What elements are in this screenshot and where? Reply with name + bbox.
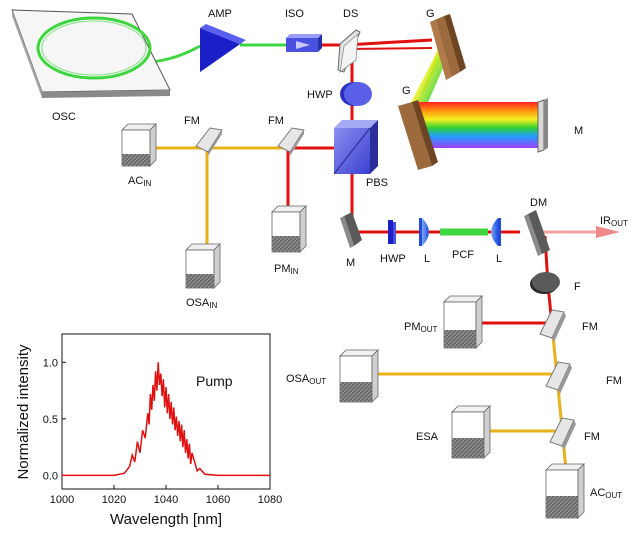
isolator: ISO bbox=[285, 8, 322, 52]
plot-series bbox=[62, 362, 270, 477]
ac-in-box: ACIN bbox=[121, 123, 157, 188]
fold-mirror-grating: M bbox=[537, 98, 583, 153]
amp-label: AMP bbox=[208, 8, 232, 20]
grating-top: G bbox=[426, 8, 466, 80]
hwp-top-label: HWP bbox=[307, 89, 333, 101]
grating-top-label: G bbox=[426, 8, 435, 20]
lens-right-label: L bbox=[496, 253, 502, 265]
plot-ylabel: Normalized intensity bbox=[15, 344, 32, 480]
ac-out-label: ACOUT bbox=[590, 487, 622, 500]
hwp-top: HWP bbox=[307, 82, 372, 106]
osa-out-label: OSAOUT bbox=[286, 373, 326, 386]
plot-title: Pump bbox=[196, 373, 233, 389]
pump-spectrum-plot: 1000 1020 1040 1060 1080 0.0 0.5 1.0 Pump Wavel… bbox=[15, 333, 283, 528]
beam-ds-g-lower bbox=[344, 47, 433, 50]
ds-label: DS bbox=[343, 8, 358, 20]
fm-left: FM bbox=[184, 115, 223, 156]
osa-out-box: OSAOUT bbox=[286, 349, 379, 403]
esa-label: ESA bbox=[416, 431, 439, 443]
fiber-osc-amp bbox=[149, 44, 201, 64]
ac-out-box: ACOUT bbox=[545, 463, 622, 519]
pm-out-box: PMOUT bbox=[404, 295, 483, 349]
lens-right: L bbox=[491, 218, 502, 265]
amplifier: AMP bbox=[200, 8, 246, 72]
osc-label: OSC bbox=[52, 111, 76, 123]
grating-left-body bbox=[398, 102, 432, 170]
fm-out-3: FM bbox=[549, 417, 600, 450]
pm-in-label: PMIN bbox=[274, 263, 299, 276]
beam-ds-g bbox=[344, 38, 433, 47]
x-tick-label: 1080 bbox=[258, 494, 282, 506]
fm-left-label: FM bbox=[184, 115, 200, 127]
fm-mid-label: FM bbox=[268, 115, 284, 127]
plot-frame bbox=[61, 333, 271, 490]
x-tick-label: 1000 bbox=[50, 494, 74, 506]
hwp-low-label: HWP bbox=[380, 253, 406, 265]
ir-arrow bbox=[596, 226, 620, 238]
iso-label: ISO bbox=[285, 8, 304, 20]
osa-in-box: OSAIN bbox=[185, 243, 221, 310]
fm-out-3-label: FM bbox=[584, 431, 600, 443]
iso-body bbox=[286, 34, 322, 38]
osa-in-label: OSAIN bbox=[186, 297, 217, 310]
ac-in-label: ACIN bbox=[128, 175, 152, 188]
ir-output: IROUT bbox=[596, 215, 628, 238]
plot-ticks: 1000 1020 1040 1060 1080 0.0 0.5 1.0 bbox=[43, 357, 283, 506]
pm-in-box: PMIN bbox=[271, 205, 307, 276]
pbs-label: PBS bbox=[366, 177, 388, 189]
ir-out-label: IROUT bbox=[600, 215, 628, 228]
spectrum-line bbox=[62, 362, 270, 477]
fm-out-2: FM bbox=[545, 361, 622, 394]
ds-mirror: DS bbox=[337, 8, 361, 73]
x-tick-label: 1060 bbox=[206, 494, 230, 506]
fm-mid: FM bbox=[268, 115, 305, 156]
y-tick-label: 1.0 bbox=[43, 357, 58, 369]
fm-out-1: FM bbox=[539, 309, 598, 342]
amp-body bbox=[200, 28, 240, 72]
filter: F bbox=[530, 272, 581, 294]
hwp-low: HWP bbox=[380, 220, 406, 265]
pbs-cube: PBS bbox=[333, 120, 388, 189]
dm-label: DM bbox=[530, 197, 547, 209]
mirror-low-label: M bbox=[346, 257, 355, 269]
grating-left: G bbox=[398, 85, 438, 170]
pcf-label: PCF bbox=[452, 249, 474, 261]
osc-fiber-loop bbox=[36, 16, 152, 80]
osc-base-side bbox=[12, 10, 42, 98]
pcf-fiber: PCF bbox=[452, 249, 474, 261]
spectrum-band bbox=[418, 102, 540, 148]
esa-box: ESA bbox=[416, 405, 491, 459]
grating-left-label: G bbox=[402, 85, 411, 97]
dm-mirror: DM bbox=[524, 197, 550, 256]
mirror-m-label: M bbox=[574, 125, 583, 137]
x-tick-label: 1040 bbox=[154, 494, 178, 506]
plot-xlabel: Wavelength [nm] bbox=[110, 511, 222, 528]
mirror-low: M bbox=[340, 212, 362, 269]
y-tick-label: 0.0 bbox=[43, 470, 58, 482]
pm-out-label: PMOUT bbox=[404, 321, 438, 334]
osc-base-edge bbox=[42, 90, 170, 98]
fm-out-2-label: FM bbox=[606, 375, 622, 387]
mirror-m-body bbox=[537, 99, 545, 153]
oscillator: OSC bbox=[11, 9, 171, 123]
filter-label: F bbox=[574, 281, 581, 293]
lens-left: L bbox=[419, 218, 430, 265]
y-tick-label: 0.5 bbox=[43, 414, 58, 426]
lens-left-label: L bbox=[424, 253, 430, 265]
fm-out-1-label: FM bbox=[582, 321, 598, 333]
x-tick-label: 1020 bbox=[102, 494, 126, 506]
